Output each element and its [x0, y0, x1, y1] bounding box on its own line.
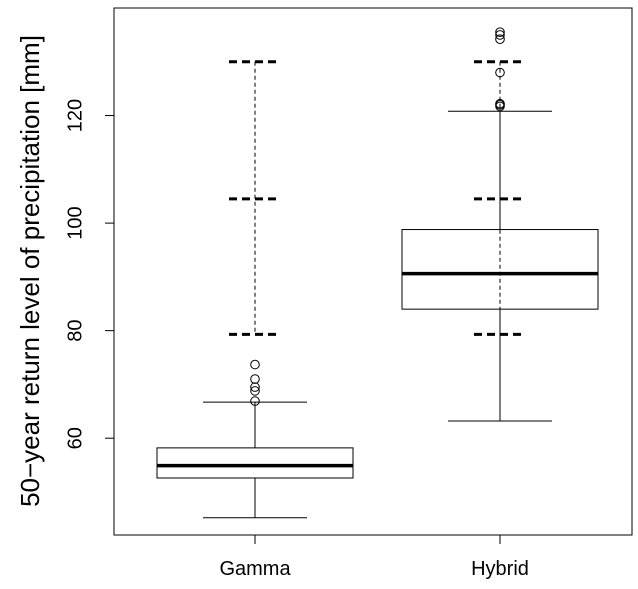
- iqr-box: [401, 229, 599, 310]
- x-tick-label: Gamma: [219, 558, 291, 580]
- reference-lines-group: [229, 60, 526, 336]
- outlier-point: [495, 30, 505, 40]
- outlier-point: [495, 34, 505, 44]
- outlier-point: [250, 374, 260, 384]
- y-tick-label: 60: [64, 427, 86, 449]
- outlier-point: [250, 396, 260, 406]
- y-tick-label: 120: [64, 99, 86, 132]
- outlier-point: [250, 382, 260, 392]
- outlier-point: [250, 386, 260, 396]
- y-axis-title: 50−year return level of precipitation [m…: [15, 35, 45, 507]
- x-axis: Gamma Hybrid: [219, 535, 529, 580]
- y-axis: 60 80 100 120: [64, 99, 114, 449]
- y-tick-label: 80: [64, 320, 86, 342]
- outlier-point: [495, 27, 505, 37]
- boxes-group: [156, 27, 599, 519]
- outlier-point: [250, 359, 260, 370]
- reference-group-gamma: [229, 60, 281, 336]
- x-tick-label: Hybrid: [471, 558, 529, 580]
- plot-frame: [113, 7, 633, 536]
- iqr-box: [156, 447, 354, 479]
- reference-group-hybrid: [474, 60, 526, 336]
- box-gamma: [156, 359, 354, 519]
- y-tick-label: 100: [64, 206, 86, 239]
